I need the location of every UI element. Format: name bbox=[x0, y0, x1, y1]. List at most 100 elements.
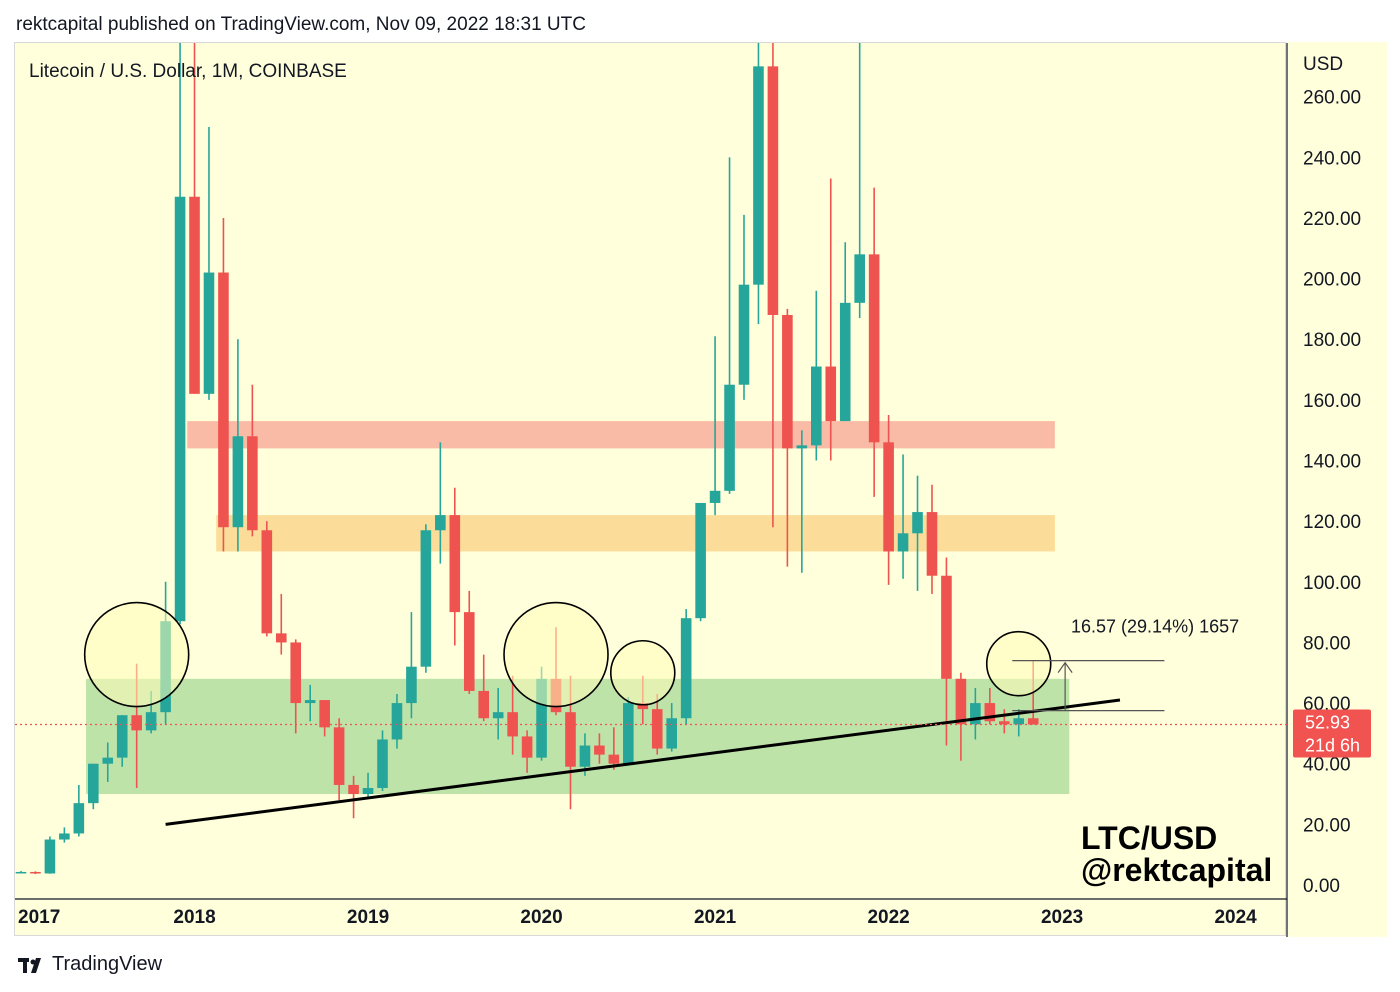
candle-2019-12[interactable] bbox=[521, 730, 533, 773]
candle-body bbox=[377, 739, 388, 788]
candle-2021-06[interactable] bbox=[782, 308, 793, 567]
candle-2018-10[interactable] bbox=[319, 700, 330, 737]
candle-2021-12[interactable] bbox=[868, 187, 880, 497]
candle-2020-10[interactable] bbox=[666, 703, 677, 752]
candle-2018-09[interactable] bbox=[304, 684, 316, 722]
candle-body bbox=[304, 700, 316, 704]
candle-2018-08[interactable] bbox=[290, 639, 302, 734]
candle-2020-12[interactable] bbox=[695, 502, 706, 622]
tradingview-brand[interactable]: TradingView bbox=[18, 953, 162, 976]
candle-2021-09[interactable] bbox=[825, 178, 837, 461]
candle-body bbox=[290, 642, 302, 704]
candle-2022-09[interactable] bbox=[998, 709, 1010, 734]
x-tick-label: 2022 bbox=[867, 907, 909, 928]
candle-2018-12[interactable] bbox=[348, 775, 359, 819]
candle-2019-02[interactable] bbox=[377, 730, 388, 792]
candle-body bbox=[116, 715, 128, 758]
support-trendline[interactable] bbox=[165, 698, 1121, 826]
candle-body bbox=[955, 678, 967, 725]
candle-body bbox=[319, 700, 330, 728]
candle-2021-11[interactable] bbox=[854, 0, 865, 319]
candle-2018-05[interactable] bbox=[247, 384, 258, 537]
candle-body bbox=[594, 745, 605, 755]
candle-2018-03[interactable] bbox=[218, 217, 229, 552]
candle-2018-01[interactable] bbox=[189, 0, 200, 394]
highlight-circle[interactable] bbox=[83, 601, 190, 708]
candle-body bbox=[868, 254, 880, 443]
y-tick-label: 120.00 bbox=[1303, 512, 1361, 533]
candle-2020-07[interactable] bbox=[623, 697, 634, 764]
y-tick-label: 0.00 bbox=[1303, 876, 1340, 897]
candle-2019-03[interactable] bbox=[391, 693, 403, 749]
y-tick-label: 220.00 bbox=[1303, 209, 1361, 230]
candle-2019-10[interactable] bbox=[492, 687, 504, 740]
candle-body bbox=[941, 575, 952, 679]
watermark-author: @rektcapital bbox=[1081, 852, 1272, 888]
plot-area[interactable] bbox=[15, 0, 1287, 875]
candle-2022-05[interactable] bbox=[941, 557, 952, 746]
candle-2018-07[interactable] bbox=[275, 593, 287, 655]
candle-2017-12[interactable] bbox=[174, 0, 186, 625]
candle-2017-04[interactable] bbox=[59, 827, 70, 843]
candle-2017-01[interactable] bbox=[15, 871, 27, 874]
price-chart[interactable]: 16.57 (29.14%) 1657 Litecoin / U.S. Dolla… bbox=[15, 42, 1387, 937]
candle-2022-04[interactable] bbox=[926, 484, 938, 594]
price-range-measure[interactable] bbox=[1012, 660, 1165, 712]
candle-2022-02[interactable] bbox=[897, 454, 909, 579]
candle-2019-06[interactable] bbox=[435, 442, 446, 564]
candle-2019-07[interactable] bbox=[449, 487, 461, 646]
last-price-tag[interactable]: 52.93 21d 6h bbox=[1293, 709, 1371, 758]
candle-2017-02[interactable] bbox=[30, 871, 41, 875]
candle-2020-05[interactable] bbox=[594, 733, 605, 764]
candle-2017-05[interactable] bbox=[73, 784, 85, 837]
candle-2019-11[interactable] bbox=[507, 675, 518, 755]
candle-2019-08[interactable] bbox=[463, 590, 475, 694]
candle-body bbox=[44, 839, 56, 874]
candle-2022-01[interactable] bbox=[883, 415, 894, 585]
candle-body bbox=[738, 284, 750, 385]
candle-body bbox=[623, 703, 634, 764]
highlight-circle[interactable] bbox=[503, 601, 609, 708]
candle-2018-11[interactable] bbox=[333, 718, 345, 801]
candle-2022-03[interactable] bbox=[912, 475, 923, 591]
candle-2017-03[interactable] bbox=[44, 836, 56, 874]
candle-2021-10[interactable] bbox=[839, 242, 851, 422]
candle-2021-01[interactable] bbox=[709, 336, 721, 516]
candle-2019-05[interactable] bbox=[420, 524, 432, 673]
candle-2022-06[interactable] bbox=[955, 672, 967, 761]
y-tick-label: 200.00 bbox=[1303, 270, 1361, 291]
y-tick-label: 180.00 bbox=[1303, 330, 1361, 351]
candle-2021-05[interactable] bbox=[767, 0, 779, 528]
candle-body bbox=[507, 712, 518, 737]
candle-2022-07[interactable] bbox=[970, 687, 981, 740]
candle-2021-07[interactable] bbox=[796, 430, 808, 573]
candle-2019-04[interactable] bbox=[406, 612, 417, 719]
candle-2021-04[interactable] bbox=[753, 0, 764, 325]
chart-panel[interactable]: 16.57 (29.14%) 1657 Litecoin / U.S. Dolla… bbox=[14, 42, 1387, 937]
candle-2018-06[interactable] bbox=[261, 521, 273, 637]
x-axis-ticks: 2017 2018 2019 2020 2021 2022 2023 2024 bbox=[18, 907, 1257, 928]
candle-body bbox=[478, 690, 490, 719]
y-tick-label: 80.00 bbox=[1303, 633, 1351, 654]
candle-2021-03[interactable] bbox=[738, 214, 750, 400]
candle-2020-06[interactable] bbox=[608, 727, 620, 770]
candle-2018-02[interactable] bbox=[203, 127, 215, 400]
candle-2017-07[interactable] bbox=[102, 742, 114, 782]
candle-2018-04[interactable] bbox=[232, 339, 244, 552]
last-price-tag-bg bbox=[1293, 709, 1371, 758]
highlight-circle[interactable] bbox=[609, 639, 676, 706]
candle-2021-02[interactable] bbox=[724, 157, 735, 494]
x-tick-label: 2024 bbox=[1214, 907, 1257, 928]
price-axis[interactable] bbox=[1287, 42, 1387, 937]
candle-2019-01[interactable] bbox=[362, 772, 374, 798]
candle-body bbox=[970, 703, 981, 725]
candle-2020-11[interactable] bbox=[680, 609, 692, 725]
candle-body bbox=[131, 715, 142, 731]
candle-2019-09[interactable] bbox=[478, 654, 490, 722]
y-tick-label: 100.00 bbox=[1303, 573, 1361, 594]
candle-2021-08[interactable] bbox=[811, 290, 822, 461]
candle-2017-06[interactable] bbox=[88, 763, 99, 810]
candle-2020-09[interactable] bbox=[651, 693, 663, 755]
highlight-circle[interactable] bbox=[985, 630, 1052, 697]
candle-2017-08[interactable] bbox=[116, 715, 128, 767]
